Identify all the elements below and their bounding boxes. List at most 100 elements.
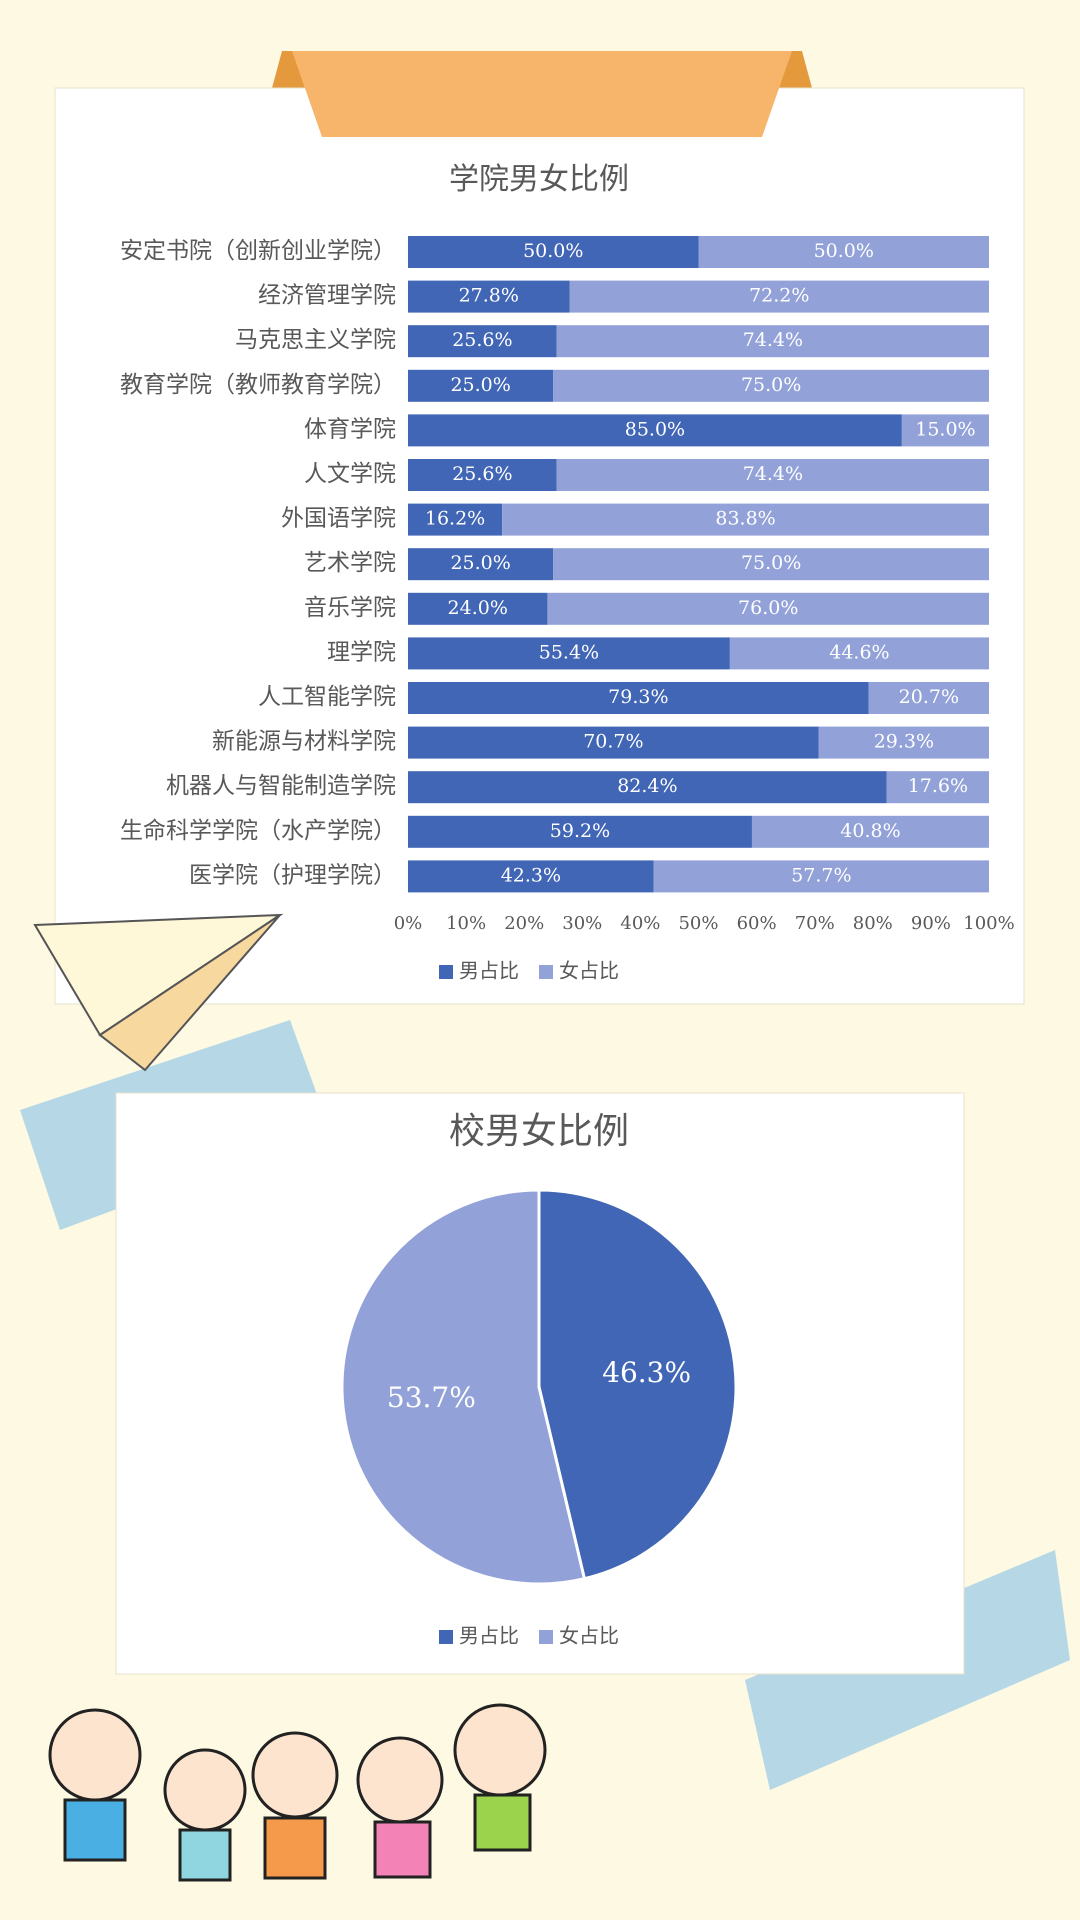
category-label: 生命科学学院（水产学院） xyxy=(120,818,396,844)
data-label: 20.7% xyxy=(899,686,959,708)
legend-label: 女占比 xyxy=(559,1624,619,1648)
legend-label: 男占比 xyxy=(459,959,519,983)
bar-segment xyxy=(547,592,989,625)
data-label: 29.3% xyxy=(874,731,934,753)
data-label: 46.3% xyxy=(602,1356,691,1389)
x-tick-label: 30% xyxy=(562,913,602,934)
x-tick-label: 100% xyxy=(963,913,1014,934)
category-label: 新能源与材料学院 xyxy=(212,729,396,755)
data-label: 75.0% xyxy=(741,552,801,574)
bar-segment xyxy=(553,548,989,581)
bar-segment xyxy=(698,236,989,268)
bar-segment xyxy=(553,369,989,402)
bar-segment xyxy=(556,325,989,358)
legend-swatch xyxy=(539,1630,553,1644)
legend-swatch xyxy=(439,1630,453,1644)
legend-swatch xyxy=(539,965,553,979)
data-label: 27.8% xyxy=(459,285,519,307)
bar-segment xyxy=(408,503,503,536)
data-label: 83.8% xyxy=(715,508,775,530)
bar-segment xyxy=(408,726,819,759)
data-label: 50.0% xyxy=(814,240,874,262)
data-label: 50.0% xyxy=(523,240,583,262)
data-label: 85.0% xyxy=(625,418,685,440)
data-label: 72.2% xyxy=(749,285,809,307)
bar-segment xyxy=(868,682,989,714)
bar-segment xyxy=(408,236,699,268)
data-label: 44.6% xyxy=(829,641,889,663)
data-label: 59.2% xyxy=(550,820,610,842)
x-tick-label: 20% xyxy=(504,913,544,934)
data-label: 16.2% xyxy=(425,508,485,530)
bar-segment xyxy=(818,726,989,759)
data-label: 55.4% xyxy=(539,641,599,663)
category-label: 人文学院 xyxy=(304,461,396,487)
x-tick-label: 80% xyxy=(853,913,893,934)
bar-segment xyxy=(653,860,989,893)
data-label: 79.3% xyxy=(608,686,668,708)
paper-plane xyxy=(98,914,281,1072)
data-label: 74.4% xyxy=(743,463,803,485)
pie-slice xyxy=(537,1188,738,1581)
bar-segment xyxy=(502,503,989,536)
legend-label: 女占比 xyxy=(559,959,619,983)
x-tick-label: 90% xyxy=(911,913,951,934)
bar-segment xyxy=(901,414,989,447)
bar-segment xyxy=(408,637,730,670)
bar-segment xyxy=(751,815,989,848)
category-label: 艺术学院 xyxy=(304,550,396,576)
kids-illustration xyxy=(48,1703,547,1882)
bar-segment xyxy=(408,860,654,893)
legend-swatch xyxy=(439,965,453,979)
bar-segment xyxy=(408,459,557,491)
bar-segment xyxy=(408,325,557,358)
category-label: 机器人与智能制造学院 xyxy=(166,773,396,799)
bar-segment xyxy=(408,592,548,625)
data-label: 40.8% xyxy=(840,820,900,842)
x-tick-label: 70% xyxy=(795,913,835,934)
data-label: 53.7% xyxy=(387,1381,476,1414)
bar-segment xyxy=(408,280,570,313)
data-label: 70.7% xyxy=(583,731,643,753)
data-label: 57.7% xyxy=(791,864,851,886)
category-label: 医学院（护理学院） xyxy=(189,862,396,888)
bar-segment xyxy=(569,280,989,313)
category-label: 马克思主义学院 xyxy=(235,327,396,353)
data-label: 75.0% xyxy=(741,374,801,396)
legend-label: 男占比 xyxy=(459,1624,519,1648)
data-label: 82.4% xyxy=(617,775,677,797)
bar-segment xyxy=(408,682,869,714)
data-label: 17.6% xyxy=(908,775,968,797)
category-label: 体育学院 xyxy=(304,416,396,442)
bar-segment xyxy=(886,771,989,804)
category-label: 音乐学院 xyxy=(304,595,396,621)
category-label: 安定书院（创新创业学院） xyxy=(120,238,396,264)
x-tick-label: 10% xyxy=(446,913,486,934)
bar-segment xyxy=(556,459,989,491)
data-label: 42.3% xyxy=(501,864,561,886)
category-label: 人工智能学院 xyxy=(258,684,396,710)
category-label: 外国语学院 xyxy=(281,506,396,532)
category-label: 理学院 xyxy=(327,639,396,665)
x-tick-label: 40% xyxy=(620,913,660,934)
x-tick-label: 0% xyxy=(394,913,423,934)
data-label: 25.6% xyxy=(452,329,512,351)
bar-segment xyxy=(408,369,554,402)
data-label: 25.0% xyxy=(450,552,510,574)
chart-title: 校男女比例 xyxy=(449,1111,629,1152)
data-label: 15.0% xyxy=(915,418,975,440)
chart-title: 学院男女比例 xyxy=(449,162,629,197)
data-label: 24.0% xyxy=(448,597,508,619)
pie-slice xyxy=(340,1188,587,1586)
bar-segment xyxy=(408,815,752,848)
bar-segment xyxy=(408,548,554,581)
data-label: 76.0% xyxy=(738,597,798,619)
x-tick-label: 50% xyxy=(678,913,718,934)
data-label: 74.4% xyxy=(743,329,803,351)
data-label: 25.6% xyxy=(452,463,512,485)
data-label: 25.0% xyxy=(450,374,510,396)
bar-segment xyxy=(408,771,887,804)
category-label: 经济管理学院 xyxy=(258,283,396,309)
x-tick-label: 60% xyxy=(737,913,777,934)
